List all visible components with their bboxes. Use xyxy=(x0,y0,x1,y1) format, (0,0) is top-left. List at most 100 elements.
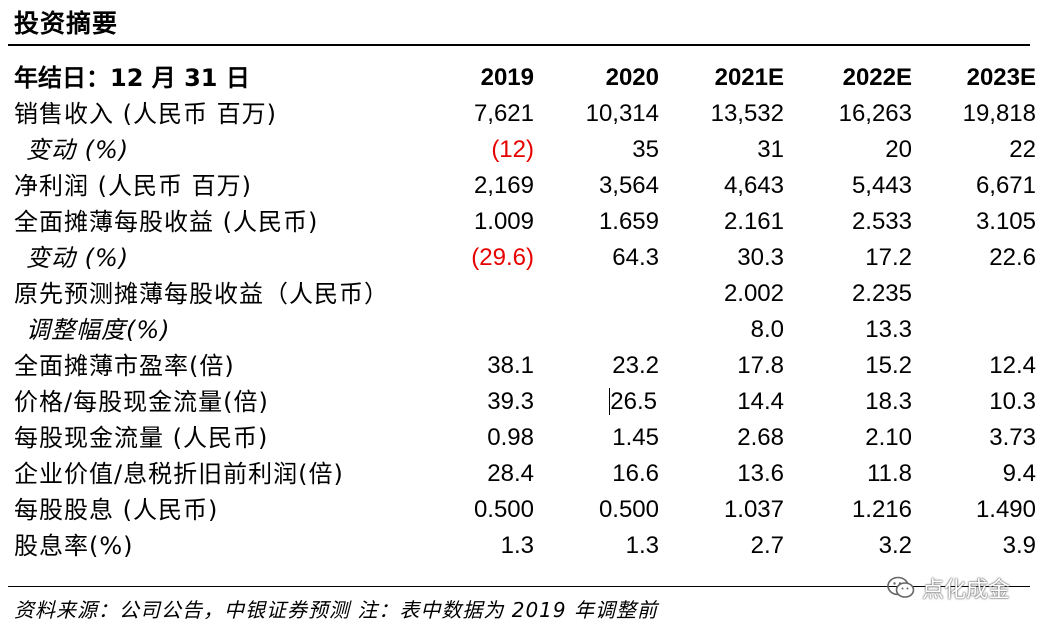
row-value xyxy=(534,276,659,312)
row-value xyxy=(434,312,534,348)
row-value: 0.500 xyxy=(434,492,534,528)
row-label: 调整幅度(%) xyxy=(26,316,171,344)
row-value: 3.105 xyxy=(912,204,1036,240)
cell-value: 15.2 xyxy=(865,352,912,379)
row-value: 6,671 xyxy=(912,168,1036,204)
cell-value: 6,671 xyxy=(975,172,1036,199)
row-value: 14.4 xyxy=(659,384,784,420)
row-value: 38.1 xyxy=(434,348,534,384)
cell-value: 5,443 xyxy=(851,172,912,199)
row-value xyxy=(534,312,659,348)
header-year-2020: 2020 xyxy=(605,64,659,91)
row-value: 2.68 xyxy=(659,420,784,456)
row-value: 1.3 xyxy=(434,528,534,564)
row-value: 11.8 xyxy=(784,456,912,492)
row-value: 1.009 xyxy=(434,204,534,240)
cell-value: 17.8 xyxy=(737,352,784,379)
cell-value: 13.6 xyxy=(737,460,784,487)
row-value: 18.3 xyxy=(784,384,912,420)
row-value: 20 xyxy=(784,132,912,168)
table-row: 变动 (%) (12) 35 31 20 22 xyxy=(8,132,1036,168)
row-value: 2.161 xyxy=(659,204,784,240)
table-row: 全面摊薄每股收益 (人民币) 1.009 1.659 2.161 2.533 3.105 xyxy=(8,204,1036,240)
table-row: 原先预测摊薄每股收益（人民币） 2.002 2.235 xyxy=(8,276,1036,312)
cell-value: 39.3 xyxy=(487,388,534,415)
row-label: 净利润 (人民币 百万) xyxy=(14,172,252,200)
row-value: 12.4 xyxy=(912,348,1036,384)
row-value: 64.3 xyxy=(534,240,659,276)
row-value: 1.037 xyxy=(659,492,784,528)
row-value: 13,532 xyxy=(659,96,784,132)
row-value: 1.490 xyxy=(912,492,1036,528)
table-row: 全面摊薄市盈率(倍) 38.1 23.2 17.8 15.2 12.4 xyxy=(8,348,1036,384)
cell-value: 14.4 xyxy=(737,388,784,415)
cell-value: 23.2 xyxy=(612,352,659,379)
row-value: 3.73 xyxy=(912,420,1036,456)
cell-value: 1.659 xyxy=(598,208,659,235)
row-label: 股息率(%) xyxy=(14,532,134,560)
table-row: 企业价值/息税折旧前利润(倍) 28.4 16.6 13.6 11.8 9.4 xyxy=(8,456,1036,492)
row-value: (12) xyxy=(434,132,534,168)
row-value: 9.4 xyxy=(912,456,1036,492)
row-value xyxy=(434,276,534,312)
top-divider xyxy=(8,44,1030,46)
row-label: 每股现金流量 (人民币) xyxy=(14,424,269,452)
row-value: 0.500 xyxy=(534,492,659,528)
cell-value: 3,564 xyxy=(598,172,659,199)
cell-value: 19,818 xyxy=(962,100,1036,127)
investment-summary-table: 年结日：12 月 31 日 2019 2020 2021E 2022E 2023… xyxy=(8,60,1036,564)
row-value: 3.2 xyxy=(784,528,912,564)
cell-value: 1.3 xyxy=(625,532,659,559)
header-year-2023e: 2023E xyxy=(966,64,1036,91)
table-row: 净利润 (人民币 百万) 2,169 3,564 4,643 5,443 6,671 xyxy=(8,168,1036,204)
row-value: 1.216 xyxy=(784,492,912,528)
row-label: 全面摊薄每股收益 (人民币) xyxy=(14,208,319,236)
cell-value: 9.4 xyxy=(1002,460,1036,487)
cell-value: 18.3 xyxy=(865,388,912,415)
cell-value: 7,621 xyxy=(473,100,534,127)
row-value: (29.6) xyxy=(434,240,534,276)
cell-value: 3.9 xyxy=(1002,532,1036,559)
cell-value: 35 xyxy=(632,136,659,163)
row-value: 10.3 xyxy=(912,384,1036,420)
cell-value: 2.10 xyxy=(865,424,912,451)
table-row: 销售收入 (人民币 百万) 7,621 10,314 13,532 16,263 19,8… xyxy=(8,96,1036,132)
row-value: 13.3 xyxy=(784,312,912,348)
watermark-text: 点化成金 xyxy=(921,578,1010,603)
row-value: 3,564 xyxy=(534,168,659,204)
row-value: 35 xyxy=(534,132,659,168)
cell-value: 17.2 xyxy=(865,244,912,271)
header-year-2022e: 2022E xyxy=(842,64,912,91)
row-value xyxy=(912,276,1036,312)
cell-value: 0.98 xyxy=(487,424,534,451)
cell-value: 64.3 xyxy=(612,244,659,271)
source-note: 资料来源：公司公告，中银证券预测 注：表中数据为 2019 年调整前 xyxy=(14,598,658,622)
cell-value: 1.45 xyxy=(612,424,659,451)
row-value: 26.5 xyxy=(534,384,659,420)
cell-value: 13.3 xyxy=(865,316,912,343)
row-value: 2.7 xyxy=(659,528,784,564)
cell-value: 2.68 xyxy=(737,424,784,451)
cell-value: 1.216 xyxy=(851,496,912,523)
table-header-row: 年结日：12 月 31 日 2019 2020 2021E 2022E 2023… xyxy=(8,60,1036,96)
row-value: 22.6 xyxy=(912,240,1036,276)
row-value: 23.2 xyxy=(534,348,659,384)
table-row: 调整幅度(%) 8.0 13.3 xyxy=(8,312,1036,348)
row-value: 7,621 xyxy=(434,96,534,132)
row-value: 19,818 xyxy=(912,96,1036,132)
row-label: 销售收入 (人民币 百万) xyxy=(14,100,277,128)
row-value: 2.235 xyxy=(784,276,912,312)
cell-value: 2.161 xyxy=(723,208,784,235)
header-year-2021e: 2021E xyxy=(714,64,784,91)
row-label: 原先预测摊薄每股收益（人民币） xyxy=(14,280,389,308)
cell-value: 12.4 xyxy=(989,352,1036,379)
row-value: 5,443 xyxy=(784,168,912,204)
cell-value: 8.0 xyxy=(750,316,784,343)
row-value xyxy=(912,312,1036,348)
row-value: 3.9 xyxy=(912,528,1036,564)
cell-value: 3.73 xyxy=(989,424,1036,451)
bottom-divider xyxy=(8,586,1030,587)
table-row: 股息率(%) 1.3 1.3 2.7 3.2 3.9 xyxy=(8,528,1036,564)
row-label: 变动 (%) xyxy=(26,136,130,164)
row-value: 2,169 xyxy=(434,168,534,204)
